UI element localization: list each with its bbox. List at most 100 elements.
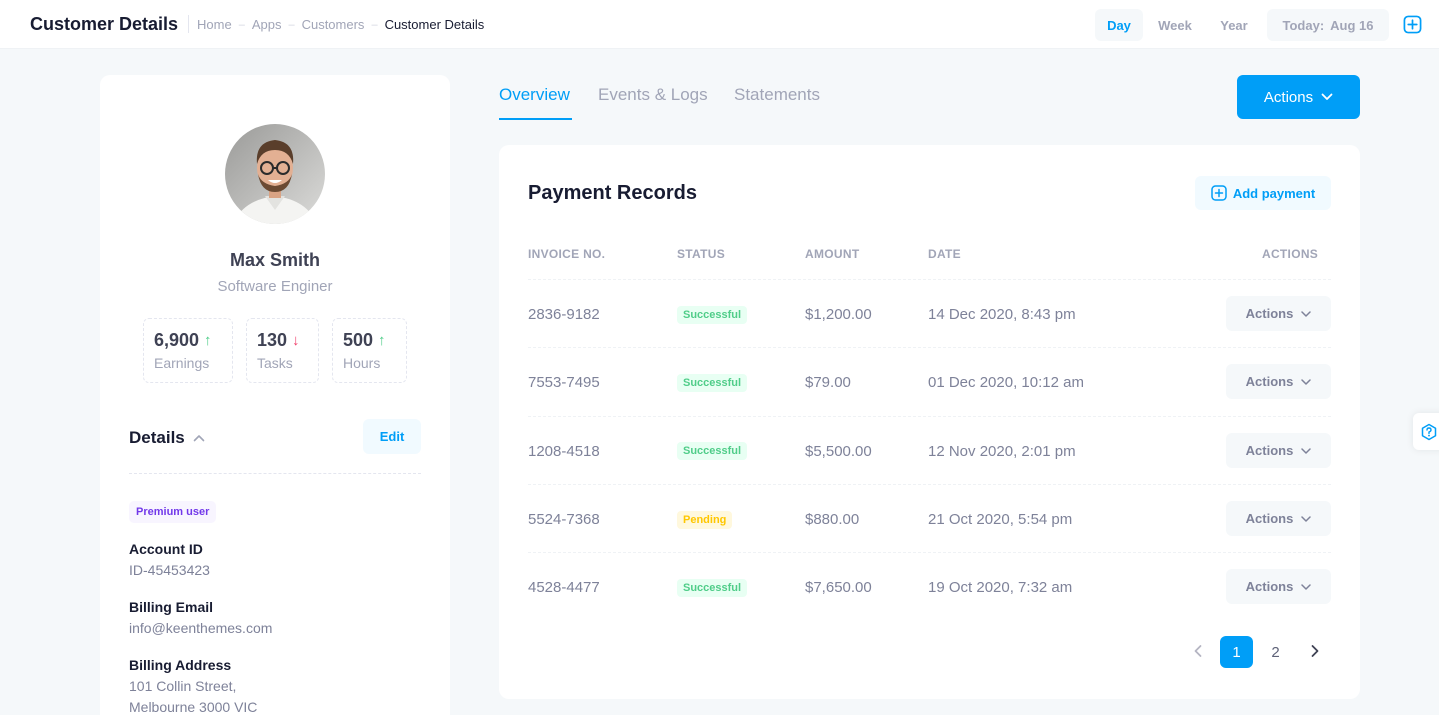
amount: $7,650.00: [805, 579, 872, 596]
stat-value: 500: [343, 330, 374, 350]
row-actions-button[interactable]: Actions: [1226, 433, 1331, 468]
stat-label: Earnings: [154, 355, 210, 371]
today-label: Today:: [1282, 17, 1325, 33]
arrow-up-icon: ↑: [204, 332, 212, 349]
stat-hours: 500 ↑ Hours: [332, 318, 407, 383]
amount: $880.00: [805, 511, 860, 528]
billing-email-label: Billing Email: [129, 599, 214, 615]
chevron-down-icon: [1301, 515, 1312, 522]
help-icon: [1421, 423, 1437, 440]
stat-value: 130: [257, 330, 288, 350]
details-divider: [129, 473, 421, 474]
row-actions-button[interactable]: Actions: [1226, 364, 1331, 399]
breadcrumb-separator: –: [288, 18, 295, 31]
amount: $1,200.00: [805, 306, 872, 323]
amount: $5,500.00: [805, 443, 872, 460]
date: 01 Dec 2020, 10:12 am: [928, 374, 1084, 391]
tab-overview[interactable]: Overview: [499, 85, 570, 104]
breadcrumb-separator: –: [371, 18, 378, 31]
tab-events-logs[interactable]: Events & Logs: [598, 85, 708, 104]
column-header-invoice: INVOICE NO.: [528, 247, 606, 261]
column-header-date: DATE: [928, 247, 961, 261]
row-actions-label: Actions: [1245, 306, 1294, 321]
row-divider: [528, 347, 1331, 348]
help-drawer-toggle[interactable]: [1413, 413, 1439, 450]
account-id-label: Account ID: [129, 541, 203, 557]
tab-active-indicator: [499, 118, 572, 120]
add-payment-label: Add payment: [1232, 185, 1316, 201]
today-value: Aug 16: [1330, 17, 1374, 33]
range-year-button[interactable]: Year: [1220, 17, 1248, 33]
edit-button[interactable]: Edit: [363, 419, 421, 454]
stat-label: Hours: [343, 355, 381, 371]
range-week-button[interactable]: Week: [1158, 17, 1192, 33]
payment-records-card: Payment Records Add payment INVOICE NO. …: [499, 145, 1360, 699]
invoice-number: 7553-7495: [528, 374, 600, 391]
date: 19 Oct 2020, 7:32 am: [928, 579, 1073, 596]
column-header-actions: ACTIONS: [1262, 247, 1319, 261]
plus-square-icon[interactable]: [1403, 15, 1422, 34]
plus-square-icon: [1211, 185, 1227, 201]
pagination-prev-icon[interactable]: [1188, 641, 1208, 661]
top-toolbar: Customer Details Home – Apps – Customers…: [0, 0, 1439, 49]
stat-tasks: 130 ↓ Tasks: [246, 318, 319, 383]
date-picker-button[interactable]: Today: Aug 16: [1267, 9, 1389, 41]
breadcrumb-apps[interactable]: Apps: [251, 17, 282, 32]
row-actions-button[interactable]: Actions: [1226, 501, 1331, 536]
avatar-image: [225, 124, 325, 224]
chevron-down-icon: [1321, 93, 1333, 100]
chevron-down-icon: [1301, 378, 1312, 385]
stat-label: Tasks: [257, 355, 293, 371]
billing-address-line2: Melbourne 3000 VIC: [129, 699, 258, 715]
chevron-up-icon: [193, 435, 205, 442]
details-toggle[interactable]: Details: [129, 428, 205, 448]
status-badge: Successful: [677, 579, 748, 597]
date: 12 Nov 2020, 2:01 pm: [928, 443, 1076, 460]
row-divider: [528, 484, 1331, 485]
actions-label: Actions: [1263, 88, 1314, 106]
breadcrumb-current: Customer Details: [384, 17, 485, 32]
pagination-page-1[interactable]: 1: [1220, 636, 1253, 668]
row-divider: [528, 279, 1331, 280]
profile-role: Software Enginer: [217, 278, 333, 295]
arrow-down-icon: ↓: [292, 332, 300, 349]
amount: $79.00: [805, 374, 851, 391]
date: 21 Oct 2020, 5:54 pm: [928, 511, 1073, 528]
chevron-down-icon: [1301, 310, 1312, 317]
stat-earnings: 6,900 ↑ Earnings: [143, 318, 233, 383]
profile-name[interactable]: Max Smith: [229, 250, 321, 270]
status-badge: Successful: [677, 374, 748, 392]
tab-statements[interactable]: Statements: [734, 85, 820, 104]
pagination-page-2[interactable]: 2: [1271, 643, 1280, 661]
status-badge: Pending: [677, 511, 733, 529]
arrow-up-icon: ↑: [378, 332, 386, 349]
invoice-number: 4528-4477: [528, 579, 600, 596]
row-divider: [528, 552, 1331, 553]
avatar: [225, 124, 325, 224]
pagination-next-icon[interactable]: [1305, 641, 1325, 661]
invoice-number: 1208-4518: [528, 443, 600, 460]
row-actions-button[interactable]: Actions: [1226, 296, 1331, 331]
row-actions-button[interactable]: Actions: [1226, 569, 1331, 604]
add-payment-button[interactable]: Add payment: [1195, 176, 1331, 210]
breadcrumb: Home – Apps – Customers – Customer Detai…: [197, 17, 484, 32]
column-header-amount: AMOUNT: [805, 247, 860, 261]
range-day-button[interactable]: Day: [1095, 9, 1143, 41]
title-divider: [188, 15, 189, 33]
breadcrumb-customers[interactable]: Customers: [301, 17, 365, 32]
account-id-value: ID-45453423: [129, 562, 210, 578]
page-title: Customer Details: [30, 14, 179, 34]
column-header-status: STATUS: [677, 247, 726, 261]
profile-card: Max Smith Software Enginer 6,900 ↑ Earnin…: [100, 75, 450, 715]
invoice-number: 5524-7368: [528, 511, 600, 528]
chevron-down-icon: [1301, 447, 1312, 454]
row-actions-label: Actions: [1245, 443, 1294, 458]
premium-user-badge: Premium user: [129, 501, 217, 523]
breadcrumb-home[interactable]: Home: [197, 17, 232, 32]
row-actions-label: Actions: [1245, 511, 1294, 526]
billing-email-value[interactable]: info@keenthemes.com: [129, 620, 273, 636]
row-divider: [528, 416, 1331, 417]
actions-dropdown-button[interactable]: Actions: [1237, 75, 1360, 119]
details-title: Details: [129, 428, 185, 447]
invoice-number: 2836-9182: [528, 306, 600, 323]
